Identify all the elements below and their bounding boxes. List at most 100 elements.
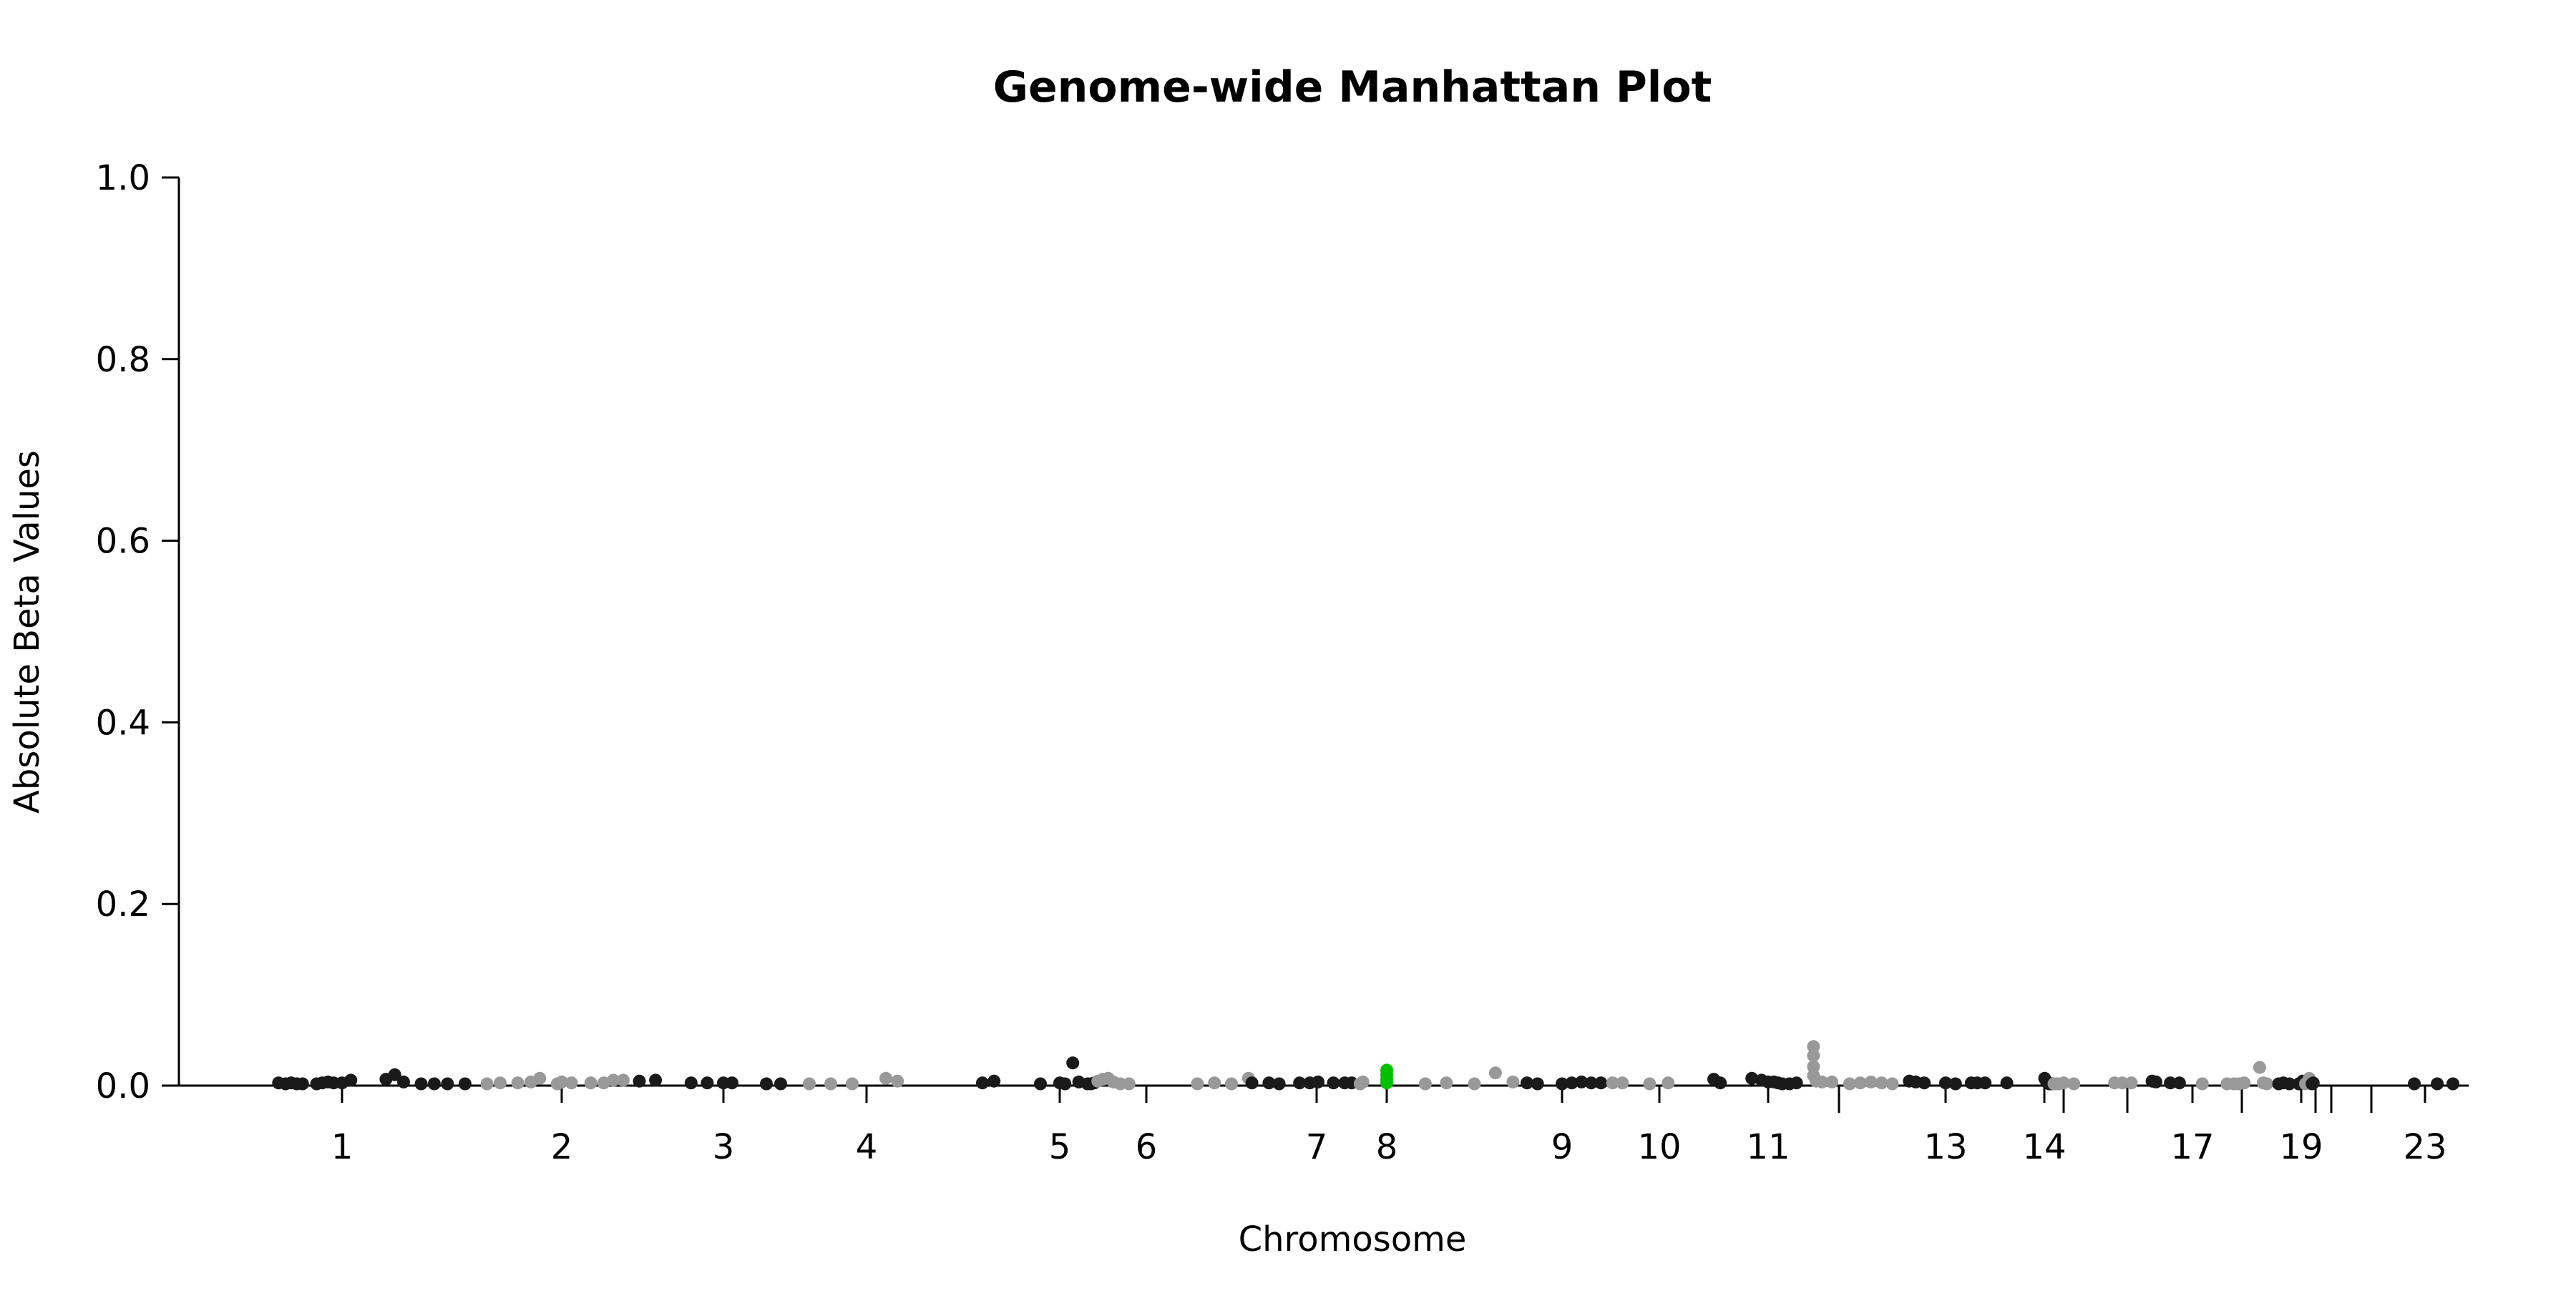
data-point xyxy=(296,1077,309,1091)
data-point xyxy=(2164,1076,2177,1090)
x-tick-label: 14 xyxy=(2022,1127,2066,1167)
data-point xyxy=(597,1076,610,1090)
x-tick-label: 23 xyxy=(2403,1127,2446,1167)
data-point xyxy=(2283,1077,2296,1091)
data-point xyxy=(1440,1076,1453,1090)
data-point xyxy=(2306,1076,2320,1090)
data-point xyxy=(726,1076,738,1090)
data-point xyxy=(2446,1077,2459,1091)
data-point xyxy=(480,1077,494,1091)
data-point xyxy=(760,1077,773,1091)
data-point xyxy=(1293,1076,1307,1090)
data-point xyxy=(2238,1076,2251,1090)
y-tick-label: 0.0 xyxy=(96,1066,150,1106)
data-point xyxy=(2000,1076,2014,1090)
data-point xyxy=(1662,1076,1675,1090)
data-point xyxy=(533,1071,547,1085)
x-tick-label: 5 xyxy=(1049,1127,1071,1167)
data-point xyxy=(1885,1077,1899,1091)
data-point xyxy=(1714,1076,1727,1090)
data-point xyxy=(1853,1076,1867,1090)
chart-title: Genome-wide Manhattan Plot xyxy=(993,62,1712,112)
x-tick-label: 4 xyxy=(856,1127,878,1167)
data-point xyxy=(1208,1076,1221,1090)
data-point xyxy=(1565,1076,1579,1090)
x-axis: 1 2 3 4 5 6 7 8 9 10 11 13 14 17 19 23 xyxy=(179,1084,2469,1167)
data-points xyxy=(272,1040,2459,1091)
data-point xyxy=(1506,1075,1520,1088)
data-point xyxy=(633,1074,646,1088)
data-point xyxy=(684,1076,698,1090)
data-point xyxy=(344,1073,358,1087)
data-point xyxy=(2195,1077,2209,1091)
data-point xyxy=(1790,1076,1803,1090)
data-point xyxy=(494,1076,507,1090)
data-point xyxy=(1272,1077,1286,1091)
data-point xyxy=(1807,1040,1820,1053)
data-point xyxy=(397,1075,410,1088)
data-point xyxy=(584,1076,597,1090)
data-point xyxy=(2431,1077,2444,1091)
y-axis-label: Absolute Beta Values xyxy=(7,450,47,814)
x-tick-label: 17 xyxy=(2170,1127,2214,1167)
data-point xyxy=(824,1077,837,1091)
data-point xyxy=(987,1074,1001,1088)
highlight-point xyxy=(1380,1076,1393,1090)
data-point xyxy=(441,1077,454,1091)
data-point xyxy=(1066,1056,1080,1070)
data-point xyxy=(1643,1077,1657,1091)
data-point xyxy=(1245,1076,1259,1090)
x-tick-label: 1 xyxy=(331,1127,353,1167)
data-point xyxy=(879,1071,892,1085)
data-point xyxy=(616,1073,630,1087)
y-tick-label: 1.0 xyxy=(96,158,150,198)
data-point xyxy=(2408,1077,2421,1091)
data-point xyxy=(1864,1075,1878,1088)
data-point xyxy=(555,1075,568,1088)
data-point xyxy=(803,1077,816,1091)
data-point xyxy=(427,1077,441,1091)
data-point xyxy=(976,1076,989,1090)
data-point xyxy=(458,1077,472,1091)
data-point xyxy=(2172,1076,2186,1090)
data-point xyxy=(1575,1075,1589,1088)
data-point xyxy=(1327,1076,1340,1090)
x-tick-label: 11 xyxy=(1746,1127,1790,1167)
data-point xyxy=(1807,1049,1820,1063)
data-point xyxy=(1556,1077,1568,1091)
x-tick-label: 10 xyxy=(1637,1127,1681,1167)
data-point xyxy=(649,1073,663,1087)
data-point xyxy=(1262,1076,1276,1090)
data-point xyxy=(1356,1075,1370,1088)
data-point xyxy=(701,1076,714,1090)
y-axis: 0.0 0.2 0.4 0.6 0.8 1.0 xyxy=(96,158,180,1106)
data-point xyxy=(511,1076,525,1090)
data-point xyxy=(1825,1075,1839,1088)
data-point xyxy=(2253,1061,2266,1074)
data-point xyxy=(1584,1076,1598,1090)
y-tick-label: 0.8 xyxy=(96,340,150,380)
data-point xyxy=(1815,1075,1829,1088)
data-point xyxy=(1918,1076,1931,1090)
y-tick-label: 0.2 xyxy=(96,885,150,925)
data-point xyxy=(1875,1076,1888,1090)
data-point xyxy=(1468,1077,1481,1091)
data-point xyxy=(1939,1076,1952,1090)
data-point xyxy=(1745,1071,1759,1085)
data-point xyxy=(1225,1077,1238,1091)
data-point xyxy=(1191,1077,1204,1091)
data-point xyxy=(1807,1060,1820,1073)
x-tick-label: 6 xyxy=(1136,1127,1158,1167)
data-point xyxy=(1521,1076,1533,1090)
data-point xyxy=(891,1074,904,1088)
data-point xyxy=(1058,1077,1072,1091)
data-point xyxy=(1531,1077,1544,1091)
data-point xyxy=(1979,1076,1992,1090)
data-point xyxy=(1312,1075,1324,1088)
data-point xyxy=(2115,1076,2129,1090)
y-tick-label: 0.4 xyxy=(96,703,150,743)
data-point xyxy=(1418,1077,1432,1091)
data-point xyxy=(2260,1077,2273,1091)
